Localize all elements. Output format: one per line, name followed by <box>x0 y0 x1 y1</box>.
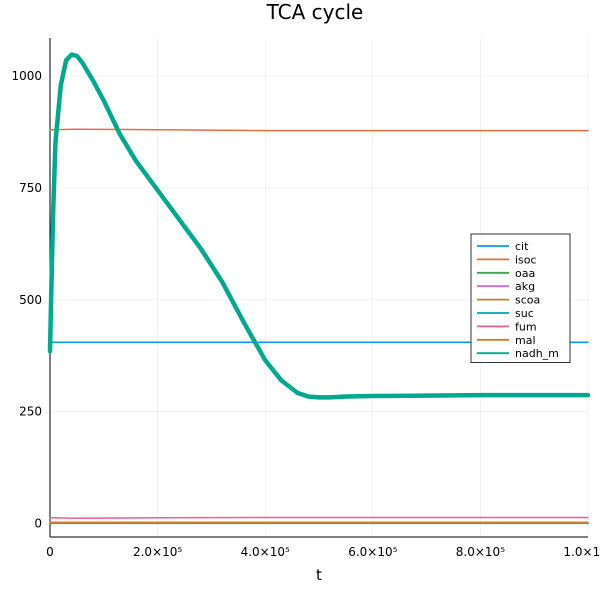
x-tick-label: 0 <box>46 545 54 559</box>
tick-labels: 0 2.0×10⁵ 4.0×10⁵ 6.0×10⁵ 8.0×10⁵ 1.0×10⁶ 0 250… <box>11 69 600 559</box>
y-tick-label: 1000 <box>11 69 42 83</box>
legend-label-oaa: oaa <box>515 267 535 280</box>
legend-label-isoc: isoc <box>515 253 537 266</box>
legend-label-fum: fum <box>515 320 537 333</box>
legend-box <box>470 233 571 364</box>
y-tick-label: 750 <box>19 181 42 195</box>
chart-title: TCA cycle <box>266 0 364 24</box>
series-line-fum <box>49 516 589 519</box>
x-tick-label: 2.0×10⁵ <box>133 545 182 559</box>
y-tick-label: 500 <box>19 293 42 307</box>
legend-label-suc: suc <box>515 307 534 320</box>
x-tick-label: 1.0×10⁶ <box>563 545 600 559</box>
y-tick-label: 250 <box>19 405 42 419</box>
legend-label-scoa: scoa <box>515 294 540 307</box>
legend-label-nadh_m: nadh_m <box>515 347 559 360</box>
x-tick-label: 4.0×10⁵ <box>241 545 290 559</box>
series-line-nadh_m <box>47 52 591 400</box>
legend-label-mal: mal <box>515 334 536 347</box>
legend-label-akg: akg <box>515 280 535 293</box>
legend-label-cit: cit <box>515 240 529 253</box>
x-tick-label: 6.0×10⁵ <box>348 545 397 559</box>
x-tick-label: 8.0×10⁵ <box>456 545 505 559</box>
y-tick-label: 0 <box>34 517 42 531</box>
series-line-isoc <box>49 128 589 132</box>
x-axis-label: t <box>316 566 322 584</box>
